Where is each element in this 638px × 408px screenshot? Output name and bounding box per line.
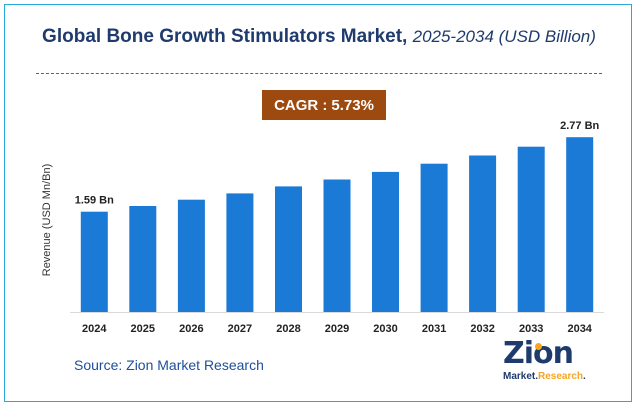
bar-2029 [323, 179, 351, 312]
cagr-badge: CAGR : 5.73% [262, 90, 386, 120]
cagr-label: CAGR : [274, 96, 328, 114]
bar-2027 [226, 193, 254, 312]
cagr-value: 5.73% [331, 96, 374, 114]
x-tick-label-2033: 2033 [519, 323, 543, 335]
bar-2032 [469, 155, 497, 312]
bar-2031 [420, 163, 448, 312]
bar-2028 [275, 186, 302, 312]
bar-2033 [517, 146, 545, 312]
data-label-2024: 1.59 Bn [75, 195, 114, 207]
x-tick-label-2026: 2026 [179, 323, 203, 335]
logo-sub-suffix: . [583, 371, 586, 382]
x-tick-label-2030: 2030 [373, 323, 397, 335]
bar-2025 [129, 206, 157, 312]
logo-sub-accent: Research [538, 371, 584, 382]
source-note: Source: Zion Market Research [74, 357, 264, 373]
x-tick-label-2032: 2032 [470, 323, 494, 335]
zion-logo: Zion Market.Research. [503, 339, 589, 387]
bar-2026 [177, 199, 205, 312]
bar-2034 [566, 137, 594, 312]
y-axis-label: Revenue (USD Mn/Bn) [41, 164, 53, 277]
x-tick-label-2029: 2029 [325, 323, 349, 335]
data-label-2034: 2.77 Bn [560, 120, 599, 132]
logo-sub-prefix: Market. [503, 371, 539, 382]
x-tick-label-2027: 2027 [228, 323, 252, 335]
logo-dot-icon [535, 343, 542, 350]
x-tick-label-2028: 2028 [276, 323, 300, 335]
x-tick-label-2034: 2034 [567, 323, 592, 335]
x-tick-label-2031: 2031 [422, 323, 446, 335]
bar-2024 [80, 211, 108, 312]
logo-subtitle: Market.Research. [503, 371, 586, 382]
x-tick-label-2025: 2025 [131, 323, 155, 335]
title-divider [36, 73, 602, 74]
x-tick-label-2024: 2024 [82, 323, 107, 335]
chart-title-sub: 2025-2034 (USD Billion) [412, 27, 596, 46]
chart-title: Global Bone Growth Stimulators Market, 2… [0, 26, 638, 48]
chart-title-main: Global Bone Growth Stimulators Market, [42, 26, 408, 47]
bar-2030 [372, 171, 399, 312]
